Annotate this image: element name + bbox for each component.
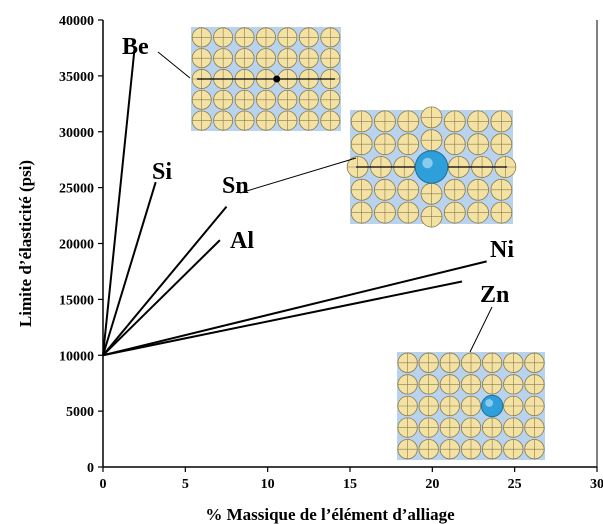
series-label-zn: Zn	[480, 282, 509, 308]
y-tick-label: 30000	[59, 126, 94, 141]
lattice-insets	[191, 27, 545, 460]
x-tick-label: 10	[261, 477, 275, 492]
x-tick-label: 5	[182, 477, 189, 492]
series-label-al: Al	[230, 228, 254, 254]
series-line-zn	[102, 280, 463, 357]
leader-lines	[157, 51, 493, 353]
series-line-sn	[102, 205, 228, 356]
solute-atom	[480, 394, 504, 418]
series-line-si	[102, 181, 157, 356]
Be-lattice-inset	[191, 27, 341, 131]
y-tick-label: 15000	[59, 293, 94, 308]
leader-line	[239, 157, 357, 194]
leader-line	[469, 306, 493, 353]
series-line-ni	[102, 260, 487, 357]
Zn-lattice-inset	[397, 352, 545, 460]
x-tick-label: 15	[343, 477, 357, 492]
solute-atom	[273, 75, 281, 83]
series-label-be: Be	[122, 34, 149, 60]
leader-line	[157, 51, 191, 79]
y-tick-label: 5000	[66, 405, 94, 420]
y-tick-label: 20000	[59, 238, 94, 253]
series-lines	[102, 51, 487, 357]
series-labels: Be Si Sn Al Ni Zn	[122, 34, 514, 308]
x-tick-label: 20	[425, 477, 439, 492]
y-tick-label: 0	[87, 461, 94, 476]
y-tick-label: 35000	[59, 70, 94, 85]
x-tick-label: 30	[590, 477, 603, 492]
solute-highlight	[485, 399, 494, 407]
series-label-ni: Ni	[490, 237, 514, 263]
y-tick-label: 40000	[59, 14, 94, 29]
x-axis-label: % Massique de l’élément d’alliage	[205, 505, 455, 524]
series-label-sn: Sn	[222, 173, 249, 199]
series-line-be	[102, 51, 136, 356]
y-tick-label: 25000	[59, 182, 94, 197]
x-axis-ticks: 0 5 10 15 20 25 30	[100, 467, 603, 492]
Sn-lattice-inset	[346, 106, 517, 228]
series-line-al	[102, 239, 221, 356]
x-tick-label: 0	[100, 477, 107, 492]
y-axis-ticks: 0 5000 10000 15000 20000 25000 30000 35000 40000	[59, 14, 103, 476]
series-label-si: Si	[152, 159, 172, 185]
x-tick-label: 25	[508, 477, 522, 492]
y-axis-label: Limite d’élasticité (psi)	[16, 160, 35, 327]
solute-atom	[414, 150, 449, 184]
solute-highlight	[422, 157, 433, 169]
y-tick-label: 10000	[59, 349, 94, 364]
